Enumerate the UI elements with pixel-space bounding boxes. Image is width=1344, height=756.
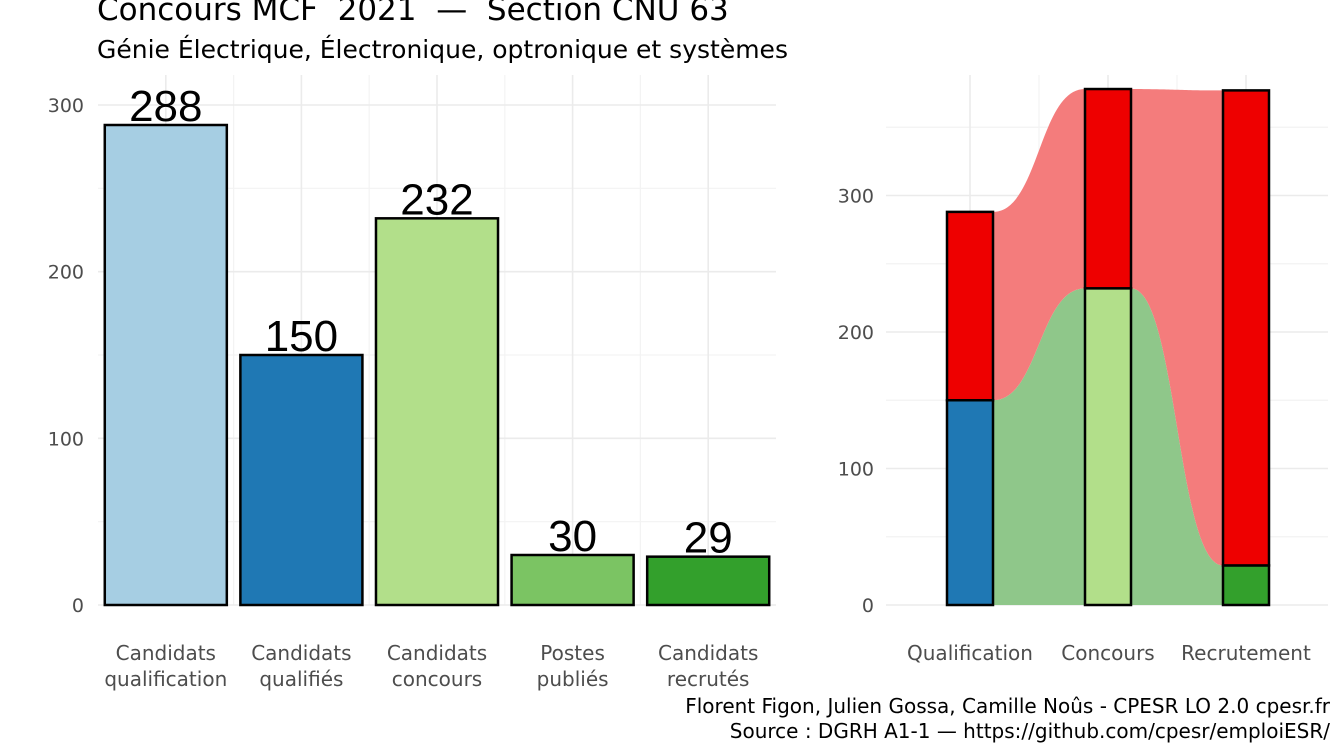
stacked-bar-segment (1083, 287, 1133, 607)
y-tick-label: 200 (48, 262, 84, 284)
x-tick-label: Candidats (658, 641, 758, 665)
stacked-bar-segment (945, 210, 995, 402)
x-tick-label: Candidats (116, 641, 216, 665)
y-tick-label: 200 (838, 322, 874, 344)
x-tick-label: concours (392, 667, 482, 691)
x-tick-label: Candidats (387, 641, 487, 665)
data-label: 150 (265, 312, 338, 361)
caption-authors: Florent Figon, Julien Gossa, Camille Noû… (685, 694, 1330, 718)
bar (645, 555, 771, 607)
bar (103, 123, 229, 607)
x-tick-label: Candidats (251, 641, 351, 665)
caption-source: Source : DGRH A1-1 — https://github.com/… (729, 719, 1330, 743)
y-tick-label: 300 (838, 186, 874, 208)
x-tick-label: publiés (537, 667, 609, 691)
x-tick-label: Qualification (907, 641, 1033, 665)
stacked-bar-segment (945, 399, 995, 607)
y-tick-label: 300 (48, 95, 84, 117)
chart-title: Concours MCF 2021 — Section CNU 63 (97, 0, 729, 28)
bar (239, 353, 364, 607)
x-tick-label: recrutés (667, 667, 750, 691)
stacked-bar-segment (1221, 89, 1271, 567)
data-label: 288 (129, 82, 202, 131)
data-label: 232 (400, 175, 473, 224)
x-tick-label: qualifiés (259, 667, 343, 691)
x-tick-label: Postes (540, 641, 605, 665)
y-tick-label: 0 (72, 595, 84, 617)
y-tick-label: 0 (862, 595, 874, 617)
flow-chart: 0 100 200 300 Qualification Concours Recruteme… (838, 75, 1328, 665)
y-tick-label: 100 (48, 428, 84, 450)
bar (510, 553, 635, 607)
chart-subtitle: Génie Électrique, Électronique, optroniq… (97, 35, 788, 64)
flow-band (993, 89, 1223, 566)
stacked-bar-segment (1083, 87, 1133, 290)
stacked-bar-segment (1221, 564, 1271, 607)
bar (374, 217, 500, 607)
x-tick-label: Recrutement (1181, 641, 1311, 665)
x-tick-label: qualification (104, 667, 227, 691)
data-label: 30 (548, 512, 597, 561)
x-tick-label: Concours (1061, 641, 1154, 665)
y-tick-label: 100 (838, 459, 874, 481)
data-label: 29 (684, 514, 733, 563)
